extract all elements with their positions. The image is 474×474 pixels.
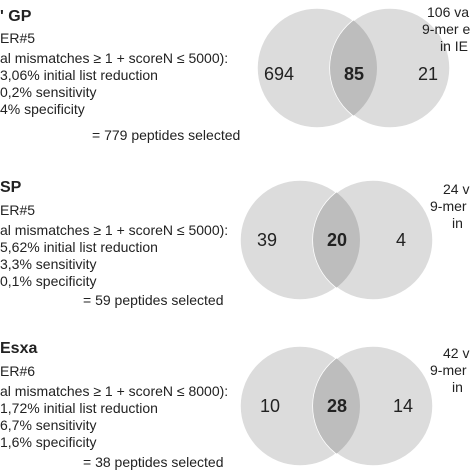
overlap-count: 85 xyxy=(344,64,364,84)
side-label-line2: 9-mer e xyxy=(422,21,471,37)
right-count: 4 xyxy=(396,230,406,250)
right-count: 14 xyxy=(393,396,413,416)
venn-panel-sp: 39 20 4 SP ER#5 al mismatches ≥ 1 + scor… xyxy=(0,160,474,310)
right-count: 21 xyxy=(418,64,438,84)
side-label-line2: 9-mer xyxy=(430,362,467,378)
sensitivity-text: 6,7% sensitivity xyxy=(0,417,97,433)
left-count: 39 xyxy=(257,230,277,250)
side-label-line1: 106 va xyxy=(427,4,470,20)
peptides-selected: = 38 peptides selected xyxy=(83,454,224,470)
panel-title: SP xyxy=(0,179,22,196)
side-label-line3: in xyxy=(452,379,463,395)
specificity-text: 4% specificity xyxy=(0,101,85,117)
venn-panel-esxa: 10 28 14 Esxa ER#6 al mismatches ≥ 1 + s… xyxy=(0,322,474,472)
overlap-count: 28 xyxy=(327,396,347,416)
sensitivity-text: 3,3% sensitivity xyxy=(0,256,97,272)
venn-overlap xyxy=(313,180,360,300)
left-count: 694 xyxy=(264,64,294,84)
peptides-selected: = 779 peptides selected xyxy=(92,127,241,143)
left-count: 10 xyxy=(260,396,280,416)
specificity-text: 1,6% specificity xyxy=(0,434,97,450)
peptides-selected: = 59 peptides selected xyxy=(83,292,224,308)
venn-diagram: 39 20 4 xyxy=(239,179,434,301)
criteria-text: al mismatches ≥ 1 + scoreN ≤ 5000): xyxy=(0,50,229,66)
venn-overlap xyxy=(330,8,377,128)
venn-panel-gp: 694 85 21 ' GP ER#5 al mismatches ≥ 1 + … xyxy=(0,0,474,150)
venn-diagram: 10 28 14 xyxy=(239,345,434,467)
side-label-line3: in IE xyxy=(440,38,469,54)
side-label-line3: in xyxy=(452,215,463,231)
panel-title: ' GP xyxy=(0,8,32,25)
specificity-text: 0,1% specificity xyxy=(0,273,97,289)
criteria-text: al mismatches ≥ 1 + scoreN ≤ 8000): xyxy=(0,383,229,399)
panel-subtitle: ER#5 xyxy=(0,30,36,46)
side-label-line1: 42 v xyxy=(443,345,470,361)
reduction-text: 5,62% initial list reduction xyxy=(0,239,158,255)
side-label-line2: 9-mer xyxy=(430,198,467,214)
reduction-text: 1,72% initial list reduction xyxy=(0,400,158,416)
side-label-line1: 24 v xyxy=(443,181,470,197)
reduction-text: 3,06% initial list reduction xyxy=(0,67,158,83)
overlap-count: 20 xyxy=(327,230,347,250)
sensitivity-text: 0,2% sensitivity xyxy=(0,84,97,100)
venn-overlap xyxy=(313,346,360,466)
criteria-text: al mismatches ≥ 1 + scoreN ≤ 5000): xyxy=(0,222,229,238)
venn-diagram: 694 85 21 xyxy=(256,7,451,129)
panel-subtitle: ER#6 xyxy=(0,363,36,379)
panel-subtitle: ER#5 xyxy=(0,202,36,218)
panel-title: Esxa xyxy=(0,340,38,357)
